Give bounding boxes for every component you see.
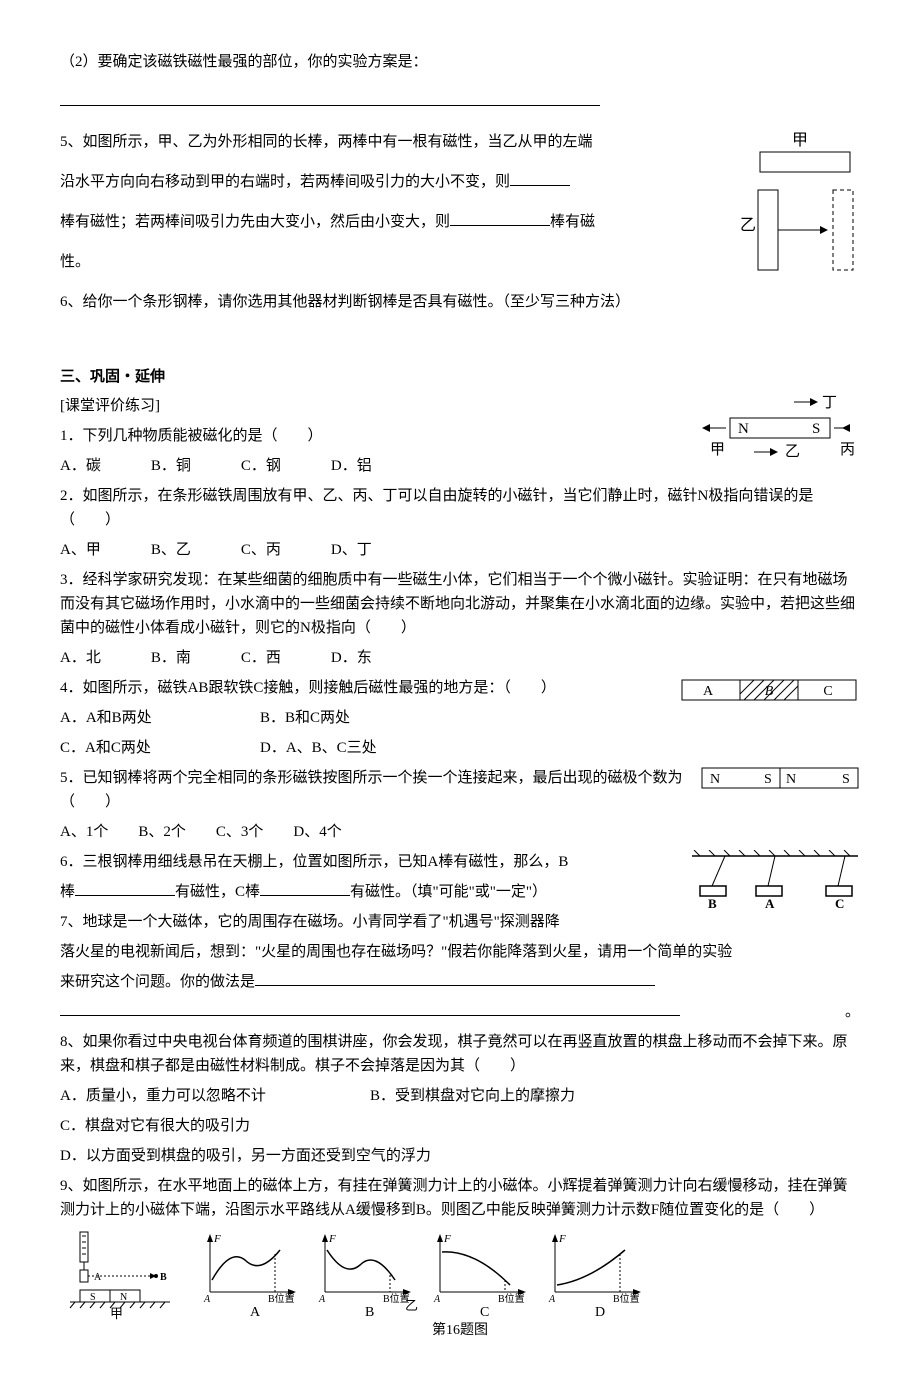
- svg-text:A: A: [203, 1294, 211, 1305]
- svg-text:A: A: [703, 684, 714, 699]
- svg-text:S: S: [842, 772, 850, 787]
- svg-text:N: N: [710, 772, 720, 787]
- svg-text:F: F: [443, 1233, 451, 1245]
- p7-l1: 7、地球是一个大磁体，它的周围存在磁场。小青同学看了"机遇号"探测器降: [60, 910, 860, 934]
- svg-text:S: S: [812, 421, 820, 437]
- p9-caption: 第16题图: [60, 1320, 860, 1342]
- svg-text:B: B: [765, 684, 774, 699]
- svg-text:B位置: B位置: [498, 1292, 525, 1305]
- p6-figure: B A C: [690, 850, 860, 910]
- p4-opts2: C．A和C两处D．A、B、C三处: [60, 736, 860, 760]
- svg-text:S: S: [764, 772, 772, 787]
- svg-text:B: B: [708, 896, 717, 910]
- svg-text:甲: 甲: [792, 132, 808, 149]
- svg-text:A: A: [765, 896, 775, 910]
- svg-text:A: A: [250, 1305, 261, 1320]
- q2-blank: [60, 90, 860, 114]
- p4-opts1: A．A和B两处B．B和C两处: [60, 706, 860, 730]
- svg-text:甲: 甲: [110, 1306, 123, 1320]
- svg-text:B位置: B位置: [268, 1292, 295, 1305]
- p9-q: 9、如图所示，在水平地面上的磁体上方，有挂在弹簧测力计上的小磁体。小辉提着弹簧测…: [60, 1174, 860, 1222]
- p3-opts: A．北B．南C．西D．东: [60, 646, 860, 670]
- p4-figure: A B C: [680, 676, 860, 704]
- q6: 6、给你一个条形钢棒，请你选用其他器材判断钢棒是否具有磁性。（至少写三种方法）: [60, 290, 860, 314]
- p7-l2: 落火星的电视新闻后，想到："火星的周围也存在磁场吗？"假若你能降落到火星，请用一…: [60, 940, 860, 964]
- svg-text:F: F: [213, 1233, 221, 1245]
- p8-c: C．棋盘对它有很大的吸引力: [60, 1114, 860, 1138]
- q5-figure: 甲 乙: [730, 130, 860, 280]
- p8-d: D．以方面受到棋盘的吸引，另一方面还受到空气的浮力: [60, 1144, 860, 1168]
- svg-text:F: F: [328, 1233, 336, 1245]
- svg-text:丁: 丁: [822, 395, 837, 411]
- section3-title: 三、巩固・延伸: [60, 365, 860, 389]
- p3-q: 3．经科学家研究发现：在某些细菌的细胞质中有一些磁生小体，它们相当于一个个微小磁…: [60, 568, 860, 640]
- svg-text:乙: 乙: [785, 444, 800, 460]
- svg-text:B: B: [160, 1272, 167, 1283]
- p2-opts: A、甲B、乙C、丙D、丁: [60, 538, 860, 562]
- p8-ab: A．质量小，重力可以忽略不计B．受到棋盘对它向上的摩擦力: [60, 1084, 860, 1108]
- svg-text:丙: 丙: [840, 442, 855, 458]
- svg-text:D: D: [595, 1305, 605, 1320]
- svg-text:A: A: [318, 1294, 326, 1305]
- p2-figure: 丁 N S 甲 乙 丙: [670, 394, 860, 464]
- svg-text:A: A: [433, 1294, 441, 1305]
- svg-text:N: N: [120, 1292, 127, 1303]
- svg-text:N: N: [738, 421, 749, 437]
- p7-l3: 来研究这个问题。你的做法是: [60, 970, 860, 994]
- p2-q: 2．如图所示，在条形磁铁周围放有甲、乙、丙、丁可以自由旋转的小磁针，当它们静止时…: [60, 484, 860, 532]
- svg-text:N: N: [786, 772, 796, 787]
- svg-text:甲: 甲: [710, 442, 725, 458]
- p5-figure: N S N S: [700, 766, 860, 790]
- q2-part: （2）要确定该磁铁磁性最强的部位，你的实验方案是：: [60, 50, 860, 74]
- p5-opts: A、1个B、2个C、3个D、4个: [60, 820, 860, 844]
- svg-text:F: F: [558, 1233, 566, 1245]
- p9-figure: A B S N 甲 F A B位置 A: [60, 1230, 860, 1342]
- svg-text:C: C: [823, 684, 832, 699]
- svg-text:B: B: [365, 1305, 374, 1320]
- svg-text:A: A: [548, 1294, 556, 1305]
- svg-text:乙: 乙: [405, 1298, 418, 1313]
- svg-text:A: A: [94, 1272, 102, 1283]
- svg-text:B位置: B位置: [613, 1292, 640, 1305]
- p8-q: 8、如果你看过中央电视台体育频道的围棋讲座，你会发现，棋子竟然可以在再竖直放置的…: [60, 1030, 860, 1078]
- svg-text:S: S: [90, 1292, 96, 1303]
- svg-text:乙: 乙: [740, 217, 756, 234]
- p7-blank: 。: [60, 1000, 860, 1024]
- svg-text:C: C: [835, 896, 844, 910]
- svg-text:C: C: [480, 1305, 489, 1320]
